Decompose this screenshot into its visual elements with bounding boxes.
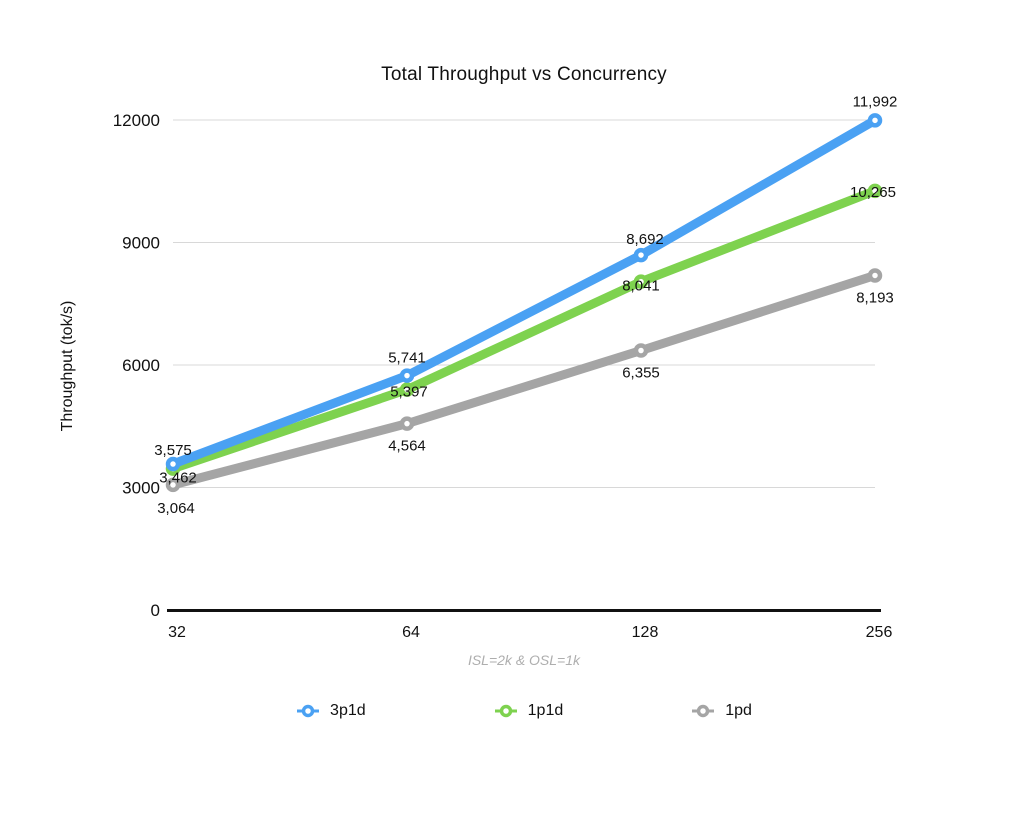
data-point-1pd <box>867 268 883 283</box>
x-tick-label: 64 <box>402 624 420 641</box>
data-label-3p1d: 3,575 <box>154 442 192 459</box>
plot-area: 0 3000 6000 9000 12000 32 64 128 256 3,064 4,564 6,… <box>113 93 898 641</box>
x-tick-label: 256 <box>866 624 893 641</box>
data-point-3p1d <box>633 247 649 263</box>
data-label-1pd: 8,193 <box>856 289 894 306</box>
data-label-1p1d: 3,462 <box>159 470 197 487</box>
x-tick-label: 128 <box>632 624 659 641</box>
data-label-1p1d: 10,265 <box>850 184 896 201</box>
data-point-3p1d <box>165 456 181 472</box>
data-point-1p1d <box>399 382 415 397</box>
data-label-3p1d: 8,692 <box>626 231 664 248</box>
data-point-1pd <box>633 343 649 358</box>
chart-line-1pd <box>168 270 880 490</box>
legend-item-1p1d: 1p1d <box>494 702 564 720</box>
y-tick-label: 3000 <box>122 479 160 498</box>
chart-line-3p1d <box>168 115 880 469</box>
data-point-1p1d <box>633 274 649 289</box>
data-point-3p1d <box>399 368 415 383</box>
x-axis-note: ISL=2k & OSL=1k <box>467 652 581 668</box>
legend: 3p1d 1p1d 1pd <box>173 702 875 720</box>
legend-line-marker-icon <box>297 704 320 718</box>
y-tick-label: 12000 <box>113 111 160 130</box>
y-tick-label: 6000 <box>122 356 160 375</box>
legend-label: 1p1d <box>527 702 564 719</box>
data-label-1pd: 4,564 <box>388 438 426 455</box>
legend-label: 1pd <box>725 702 752 719</box>
data-label-1p1d: 5,397 <box>390 384 428 401</box>
data-point-1pd <box>165 477 181 493</box>
chart-title: Total Throughput vs Concurrency <box>381 64 667 85</box>
legend-label: 3p1d <box>330 702 366 719</box>
data-point-1pd <box>399 416 415 431</box>
data-label-1pd: 6,355 <box>622 365 660 382</box>
data-label-3p1d: 11,992 <box>853 93 898 110</box>
data-label-3p1d: 5,741 <box>388 350 426 367</box>
legend-line-marker-icon <box>494 704 517 718</box>
legend-line-marker-icon <box>692 704 715 718</box>
data-point-3p1d <box>867 113 883 128</box>
data-label-1p1d: 8,041 <box>622 278 660 295</box>
legend-item-3p1d: 3p1d <box>296 702 366 720</box>
chart-line-1p1d <box>168 186 880 474</box>
data-point-1p1d <box>867 183 883 199</box>
legend-item-1pd: 1pd <box>691 702 752 720</box>
data-label-1pd: 3,064 <box>157 500 195 517</box>
y-tick-label: 9000 <box>122 234 160 253</box>
y-tick-label: 0 <box>151 601 160 620</box>
x-tick-label: 32 <box>168 624 186 641</box>
